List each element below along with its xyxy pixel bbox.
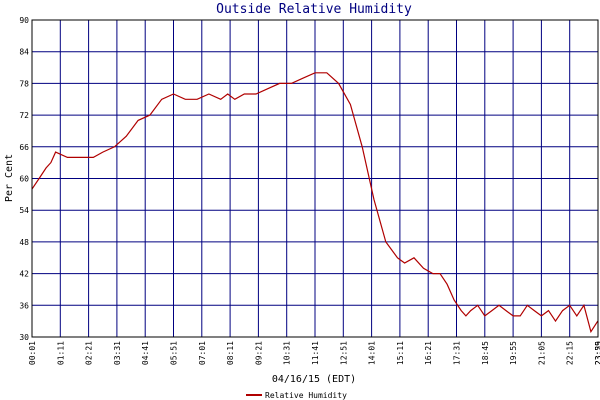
x-tick-label: 15:11 (396, 341, 405, 365)
x-tick-label: 07:01 (198, 341, 207, 365)
x-tick-label: 14:01 (368, 341, 377, 365)
chart-title: Outside Relative Humidity (216, 2, 412, 17)
x-tick-label: 03:31 (113, 341, 122, 365)
x-tick-label: 23:25 (594, 341, 600, 365)
y-tick-label: 78 (19, 79, 29, 88)
grid-lines (32, 19, 599, 338)
x-tick-label: 02:21 (85, 341, 94, 365)
y-axis-label: Per Cent (4, 154, 15, 202)
y-tick-label: 72 (19, 111, 29, 120)
x-tick-label: 04:41 (141, 341, 150, 365)
x-tick-label: 11:41 (311, 341, 320, 365)
x-tick-label: 12:51 (339, 341, 348, 365)
x-tick-label: 05:51 (170, 341, 179, 365)
y-tick-label: 60 (19, 175, 29, 184)
legend-label: Relative Humidity (265, 391, 347, 400)
legend: Relative Humidity (246, 391, 347, 400)
plot-frame (31, 19, 599, 338)
x-tick-label: 21:05 (537, 341, 546, 365)
x-tick-label: 10:31 (283, 341, 292, 365)
x-tick-label: 19:55 (509, 341, 518, 365)
y-tick-label: 48 (19, 238, 29, 247)
x-tick-label: 16:21 (424, 341, 433, 365)
series-line-relative-humidity (31, 72, 599, 334)
x-tick-label: 23:59 (594, 341, 600, 365)
x-tick-label: 00:01 (28, 341, 37, 365)
x-tick-label: 08:11 (226, 341, 235, 365)
x-tick-label: 09:21 (254, 341, 263, 365)
x-tick-label: 22:15 (566, 341, 575, 365)
y-tick-label: 30 (19, 333, 29, 342)
x-tick-label: 17:31 (453, 341, 462, 365)
x-tick-label: 18:45 (481, 341, 490, 365)
y-tick-label: 42 (19, 270, 29, 279)
x-axis-label: 04/16/15 (EDT) (272, 374, 356, 385)
y-tick-labels: 30 36 42 48 54 60 66 72 78 84 90 (19, 16, 29, 342)
y-tick-label: 90 (19, 16, 29, 25)
y-tick-label: 66 (19, 143, 29, 152)
y-tick-label: 84 (19, 48, 29, 57)
y-tick-label: 54 (19, 206, 29, 215)
x-tick-label: 01:11 (56, 341, 65, 365)
y-tick-label: 36 (19, 301, 29, 310)
x-tick-labels: 00:01 01:11 02:21 03:31 04:41 05:51 07:01 08:11… (28, 341, 600, 365)
